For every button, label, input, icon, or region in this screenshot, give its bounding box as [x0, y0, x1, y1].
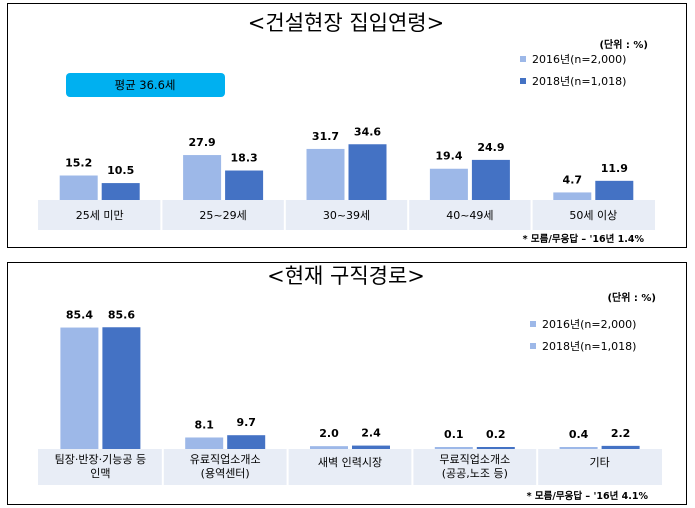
category-label: 30~39세 — [323, 209, 370, 222]
bar-2016 — [60, 327, 99, 449]
footnote: * 모름/무응답 – '16년 4.1% — [527, 490, 649, 502]
legend-swatch-2018 — [520, 78, 526, 84]
legend-label-2018: 2018년(n=1,018) — [532, 75, 626, 88]
data-label: 10.5 — [107, 164, 134, 177]
average-badge-label: 평균 36.6세 — [114, 78, 175, 92]
category-label: 기타 — [589, 456, 609, 469]
data-label: 85.6 — [108, 308, 135, 321]
unit-label: (단위 : %) — [607, 291, 656, 304]
data-label: 2.0 — [319, 427, 339, 440]
job-search-route-chart: <현재 구직경로> (단위 : %) 2016년(n=2,000) 2018년(… — [38, 264, 662, 502]
category-label: 무료직업소개소 — [439, 453, 510, 466]
bar-2018 — [601, 445, 640, 449]
bar-2018 — [102, 327, 141, 449]
data-label: 0.2 — [486, 428, 506, 441]
bar-2016 — [183, 155, 222, 200]
data-label: 2.2 — [611, 427, 631, 440]
unit-label: (단위 : %) — [599, 38, 648, 51]
legend-swatch-2016 — [520, 56, 526, 62]
legend-label-2016: 2016년(n=2,000) — [542, 318, 636, 331]
legend-swatch-2016 — [530, 321, 536, 327]
bar-2016 — [559, 447, 598, 449]
bar-2018 — [352, 445, 390, 449]
category-band — [38, 200, 655, 230]
bar-2018 — [101, 183, 140, 200]
data-label: 31.7 — [312, 130, 339, 143]
data-label: 2.4 — [361, 427, 381, 440]
data-label: 85.4 — [66, 309, 93, 322]
bar-2016 — [306, 148, 345, 200]
average-badge-box — [66, 73, 225, 97]
data-label: 11.9 — [601, 162, 628, 175]
data-label: 8.1 — [194, 418, 214, 431]
chart-title: <건설현장 집입연령> — [248, 11, 444, 35]
bar-2016 — [310, 446, 348, 449]
data-label: 0.4 — [569, 428, 589, 441]
entry-age-chart: <건설현장 집입연령> (단위 : %) 2016년(n=2,000) 2018… — [38, 11, 655, 245]
bar-2016 — [434, 447, 473, 449]
category-band — [38, 449, 662, 485]
category-label: 25~29세 — [199, 209, 246, 222]
bar-2016 — [429, 168, 468, 200]
data-label: 9.7 — [236, 416, 256, 429]
category-label: 인맥 — [90, 467, 110, 480]
data-label: 0.1 — [444, 428, 464, 441]
category-label: 유료직업소개소 — [190, 453, 261, 466]
chart-title: <현재 구직경로> — [267, 264, 425, 288]
legend-label-2018: 2018년(n=1,018) — [542, 340, 636, 353]
bars: 15.2 10.5 25세 미만 27.9 18.3 25~29세 31.7 34.6 30~3… — [59, 125, 634, 230]
category-label: 25세 미만 — [76, 209, 124, 222]
bar-2018 — [225, 170, 264, 200]
job-search-route-chart-panel: <현재 구직경로> (단위 : %) 2016년(n=2,000) 2018년(… — [7, 262, 687, 505]
data-label: 24.9 — [477, 141, 504, 154]
bars: 85.4 85.6 팀장·반장·기능공 등인맥 8.1 9.7 유료직업소개소(용역센터)… — [55, 308, 640, 485]
bar-2016 — [59, 175, 98, 200]
bar-2018 — [595, 180, 634, 200]
bar-2018 — [476, 447, 515, 449]
bar-2018 — [348, 144, 387, 200]
data-label: 19.4 — [435, 150, 462, 163]
category-label: (용역센터) — [201, 467, 250, 480]
category-label: 50세 이상 — [569, 209, 617, 222]
data-label: 15.2 — [65, 157, 92, 170]
legend: 2016년(n=2,000) 2018년(n=1,018) — [520, 53, 626, 88]
bar-2016 — [553, 192, 592, 200]
legend-swatch-2018 — [530, 343, 536, 349]
category-label: 40~49세 — [446, 209, 493, 222]
category-label: (공공,노조 등) — [442, 467, 508, 480]
average-badge: 평균 36.6세 — [66, 73, 225, 97]
data-label: 34.6 — [354, 125, 381, 138]
footnote: * 모름/무응답 – '16년 1.4% — [523, 233, 645, 245]
legend: 2016년(n=2,000) 2018년(n=1,018) — [530, 318, 636, 353]
category-label: 새벽 인력시장 — [318, 456, 382, 469]
category-label: 팀장·반장·기능공 등 — [55, 453, 146, 466]
entry-age-chart-panel: <건설현장 집입연령> (단위 : %) 2016년(n=2,000) 2018… — [7, 3, 687, 248]
data-label: 18.3 — [231, 152, 258, 165]
bar-2018 — [471, 159, 510, 200]
bar-2018 — [227, 435, 266, 449]
data-label: 4.7 — [563, 173, 583, 186]
data-label: 27.9 — [189, 136, 216, 149]
legend-label-2016: 2016년(n=2,000) — [532, 53, 626, 66]
bar-2016 — [185, 437, 224, 449]
